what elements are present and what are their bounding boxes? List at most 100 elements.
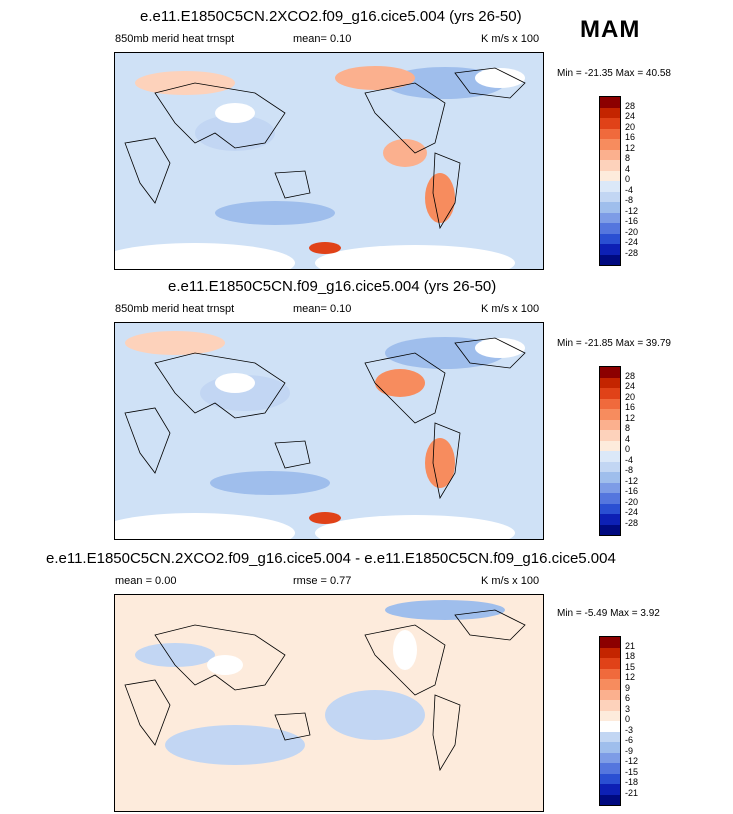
colorbar-tick-label: 0 bbox=[625, 714, 631, 724]
panel-1-map bbox=[114, 52, 544, 270]
colorbar-swatch bbox=[600, 773, 620, 784]
colorbar-swatch bbox=[600, 367, 620, 378]
colorbar-swatch bbox=[600, 647, 620, 658]
panel-1-units-label: K m/s x 100 bbox=[481, 33, 540, 45]
colorbar-swatch bbox=[600, 223, 620, 234]
colorbar-swatch bbox=[600, 107, 620, 118]
colorbar-swatch bbox=[600, 128, 620, 139]
colorbar-swatch bbox=[600, 763, 620, 774]
panel-3-rmse-label: rmse = 0.77 bbox=[293, 575, 352, 587]
panel-2-map bbox=[114, 322, 544, 540]
panel-1-minmax: Min = -21.35 Max = 40.58 bbox=[557, 68, 671, 79]
colorbar-tick-label: 20 bbox=[625, 121, 636, 132]
colorbar-swatch bbox=[600, 139, 620, 150]
colorbar-tick-label: 4 bbox=[625, 163, 631, 174]
panel-2-colorbar bbox=[599, 366, 621, 536]
colorbar-tick-label: 8 bbox=[625, 423, 631, 433]
colorbar-tick-label: 24 bbox=[625, 381, 636, 391]
colorbar-tick-label: -12 bbox=[625, 756, 639, 766]
colorbar-swatch bbox=[600, 514, 620, 525]
colorbar-swatch bbox=[600, 679, 620, 690]
colorbar-swatch bbox=[600, 430, 620, 441]
colorbar-tick-label: -6 bbox=[625, 735, 634, 745]
colorbar-tick-label: 6 bbox=[625, 693, 631, 703]
panel-3-units-label: K m/s x 100 bbox=[481, 575, 540, 587]
colorbar-swatch bbox=[600, 461, 620, 472]
colorbar-tick-label: -4 bbox=[625, 184, 634, 195]
colorbar-tick-label: -16 bbox=[625, 216, 639, 226]
colorbar-tick-label: 18 bbox=[625, 651, 636, 661]
panel-1-colorbar bbox=[599, 96, 621, 266]
panel-1-mean-label: mean= 0.10 bbox=[293, 33, 352, 45]
colorbar-swatch bbox=[600, 118, 620, 129]
panel-2-title: e.e11.E1850C5CN.f09_g16.cice5.004 (yrs 2… bbox=[168, 278, 497, 295]
colorbar-tick-label: -28 bbox=[625, 247, 639, 258]
panel-2-map-field bbox=[115, 331, 526, 539]
panel-3-mean-label: mean = 0.00 bbox=[115, 575, 177, 587]
colorbar-swatch bbox=[600, 97, 620, 108]
colorbar-swatch bbox=[600, 658, 620, 669]
colorbar-swatch bbox=[600, 398, 620, 409]
colorbar-tick-label: -16 bbox=[625, 486, 639, 496]
colorbar-tick-label: -21 bbox=[625, 787, 639, 798]
colorbar-swatch bbox=[600, 409, 620, 420]
colorbar-tick-label: 9 bbox=[625, 682, 631, 693]
panel-3-minmax: Min = -5.49 Max = 3.92 bbox=[557, 608, 660, 619]
panel-2-units-label: K m/s x 100 bbox=[481, 303, 540, 315]
colorbar-tick-label: -28 bbox=[625, 517, 639, 528]
colorbar-swatch bbox=[600, 721, 620, 732]
colorbar-swatch bbox=[600, 493, 620, 504]
panel-3-colorbar bbox=[599, 636, 621, 806]
colorbar-tick-label: -24 bbox=[625, 237, 639, 247]
colorbar-swatch bbox=[600, 637, 620, 648]
colorbar-swatch bbox=[600, 388, 620, 399]
panel-3-title: e.e11.E1850C5CN.2XCO2.f09_g16.cice5.004 … bbox=[46, 550, 616, 567]
colorbar-tick-label: 28 bbox=[625, 100, 636, 111]
colorbar-tick-label: 15 bbox=[625, 661, 636, 672]
colorbar-tick-label: 3 bbox=[625, 703, 631, 714]
colorbar-swatch bbox=[600, 689, 620, 700]
panel-3-map-field bbox=[124, 600, 526, 772]
colorbar-tick-label: -3 bbox=[625, 724, 634, 735]
panel-2-variable-label: 850mb merid heat trnspt bbox=[115, 303, 235, 315]
colorbar-tick-label: -15 bbox=[625, 766, 639, 777]
colorbar-tick-label: 8 bbox=[625, 153, 631, 163]
panel-1-title: e.e11.E1850C5CN.2XCO2.f09_g16.cice5.004 … bbox=[140, 8, 522, 25]
colorbar-tick-label: 24 bbox=[625, 111, 636, 121]
colorbar-tick-label: 20 bbox=[625, 391, 636, 402]
colorbar-swatch bbox=[600, 784, 620, 795]
colorbar-swatch bbox=[600, 794, 620, 805]
colorbar-tick-label: 12 bbox=[625, 142, 636, 153]
colorbar-swatch bbox=[600, 482, 620, 493]
colorbar-tick-label: 0 bbox=[625, 174, 631, 184]
colorbar-swatch bbox=[600, 731, 620, 742]
colorbar-swatch bbox=[600, 440, 620, 451]
colorbar-tick-label: -20 bbox=[625, 496, 639, 507]
season-label: MAM bbox=[580, 16, 641, 43]
colorbar-tick-label: -8 bbox=[625, 195, 634, 205]
panel-3-map bbox=[114, 594, 544, 812]
colorbar-swatch bbox=[600, 700, 620, 711]
colorbar-tick-label: -12 bbox=[625, 475, 639, 486]
colorbar-swatch bbox=[600, 668, 620, 679]
colorbar-tick-label: 0 bbox=[625, 444, 631, 454]
colorbar-tick-label: -8 bbox=[625, 465, 634, 475]
colorbar-tick-label: 12 bbox=[625, 672, 636, 682]
colorbar-swatch bbox=[600, 419, 620, 430]
colorbar-swatch bbox=[600, 503, 620, 514]
colorbar-tick-label: 16 bbox=[625, 132, 636, 142]
colorbar-swatch bbox=[600, 710, 620, 721]
colorbar-tick-label: 28 bbox=[625, 370, 636, 381]
colorbar-tick-label: -24 bbox=[625, 507, 639, 517]
colorbar-swatch bbox=[600, 181, 620, 192]
colorbar-swatch bbox=[600, 244, 620, 255]
colorbar-tick-label: -9 bbox=[625, 745, 634, 756]
colorbar-swatch bbox=[600, 451, 620, 462]
colorbar-swatch bbox=[600, 202, 620, 213]
colorbar-tick-label: 4 bbox=[625, 433, 631, 444]
colorbar-tick-label: 16 bbox=[625, 402, 636, 412]
colorbar-tick-label: -12 bbox=[625, 205, 639, 216]
colorbar-swatch bbox=[600, 254, 620, 265]
colorbar-swatch bbox=[600, 742, 620, 753]
colorbar-swatch bbox=[600, 160, 620, 171]
